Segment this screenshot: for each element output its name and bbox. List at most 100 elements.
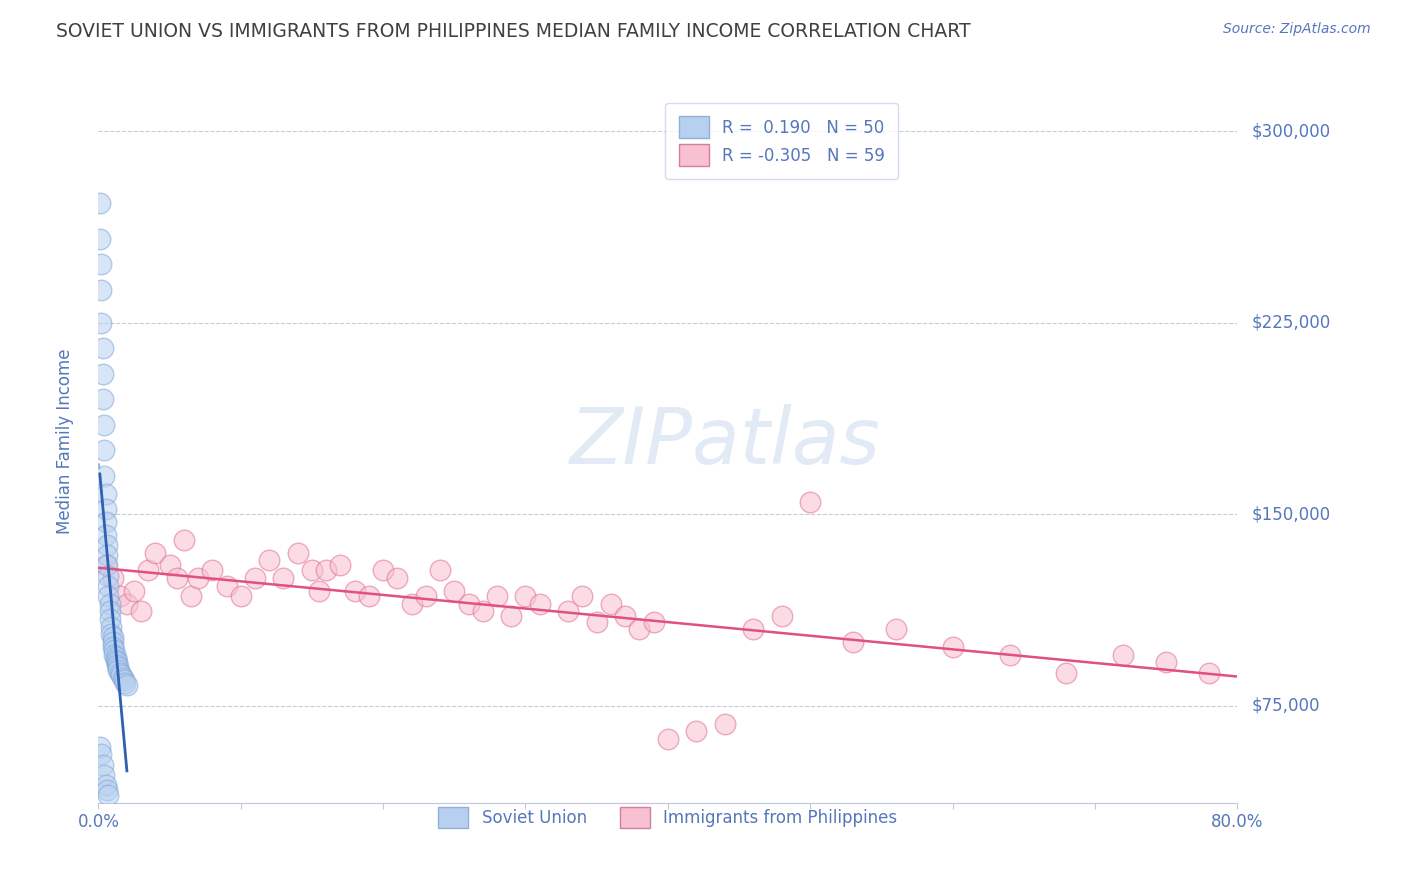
Point (614, 609, 637, 624)
Point (842, 635, 865, 649)
Point (215, 579, 238, 593)
Point (90, 316, 112, 330)
Text: $75,000: $75,000 (1251, 697, 1320, 714)
Point (90, 747, 112, 762)
Text: $225,000: $225,000 (1251, 314, 1330, 332)
Point (1056, 665, 1078, 680)
Y-axis label: Median Family Income: Median Family Income (56, 349, 75, 534)
Point (501, 609, 523, 624)
Text: ZIPatlas: ZIPatlas (569, 403, 880, 480)
Point (93, 417, 115, 432)
Point (89, 739, 111, 754)
Point (529, 597, 551, 611)
Point (187, 571, 209, 585)
Point (515, 589, 537, 603)
Point (401, 597, 423, 611)
Point (799, 494, 821, 508)
Text: $150,000: $150,000 (1251, 505, 1330, 524)
Point (107, 663, 129, 677)
Point (89, 195, 111, 210)
Point (486, 589, 509, 603)
Point (457, 597, 479, 611)
Point (243, 571, 266, 585)
Legend: Soviet Union, Immigrants from Philippines: Soviet Union, Immigrants from Philippine… (425, 793, 911, 841)
Point (96, 558, 118, 573)
Point (998, 648, 1021, 662)
Point (273, 571, 295, 585)
Text: Source: ZipAtlas.com: Source: ZipAtlas.com (1223, 22, 1371, 37)
Point (159, 558, 181, 573)
Point (387, 571, 409, 585)
Point (714, 716, 737, 731)
Point (115, 597, 138, 611)
Point (96, 783, 118, 797)
Point (166, 571, 188, 585)
Point (94, 515, 117, 529)
Point (201, 564, 224, 578)
Point (585, 615, 607, 629)
Point (1154, 656, 1177, 670)
Point (315, 564, 337, 578)
Point (114, 675, 136, 690)
Point (343, 583, 366, 598)
Point (628, 622, 651, 636)
Text: $300,000: $300,000 (1251, 122, 1330, 140)
Text: SOVIET UNION VS IMMIGRANTS FROM PHILIPPINES MEDIAN FAMILY INCOME CORRELATION CHA: SOVIET UNION VS IMMIGRANTS FROM PHILIPPI… (56, 22, 972, 41)
Point (94, 502, 117, 516)
Point (180, 589, 202, 603)
Point (571, 589, 593, 603)
Point (91, 342, 114, 356)
Point (97, 568, 120, 582)
Point (98, 604, 121, 618)
Point (98, 597, 121, 611)
Point (129, 604, 152, 618)
Point (373, 564, 395, 578)
Point (101, 630, 124, 644)
Point (89, 231, 111, 245)
Point (443, 583, 465, 598)
Point (104, 653, 127, 667)
Point (229, 589, 252, 603)
Point (91, 757, 114, 772)
Point (308, 583, 330, 598)
Point (104, 650, 127, 665)
Point (97, 589, 120, 603)
Point (110, 668, 132, 682)
Point (643, 615, 665, 629)
Point (429, 564, 451, 578)
Point (657, 731, 679, 746)
Point (108, 665, 131, 680)
Point (1112, 648, 1135, 662)
Point (90, 257, 112, 271)
Point (93, 768, 115, 782)
Point (94, 487, 117, 501)
Point (287, 546, 309, 560)
Point (685, 724, 707, 739)
Point (91, 392, 114, 407)
Point (770, 609, 793, 624)
Point (94, 778, 117, 792)
Point (96, 538, 118, 552)
Point (91, 367, 114, 381)
Point (103, 642, 125, 657)
Point (101, 635, 124, 649)
Point (112, 673, 135, 688)
Point (100, 620, 122, 634)
Point (884, 622, 907, 636)
Point (94, 558, 117, 573)
Point (942, 640, 965, 654)
Point (742, 622, 765, 636)
Point (100, 627, 122, 641)
Point (97, 788, 120, 802)
Point (105, 656, 128, 670)
Point (111, 671, 134, 685)
Point (108, 589, 131, 603)
Point (101, 640, 124, 654)
Point (101, 571, 124, 585)
Point (122, 583, 145, 598)
Point (145, 546, 167, 560)
Point (259, 553, 281, 567)
Point (94, 527, 117, 541)
Point (115, 678, 138, 692)
Point (107, 660, 129, 674)
